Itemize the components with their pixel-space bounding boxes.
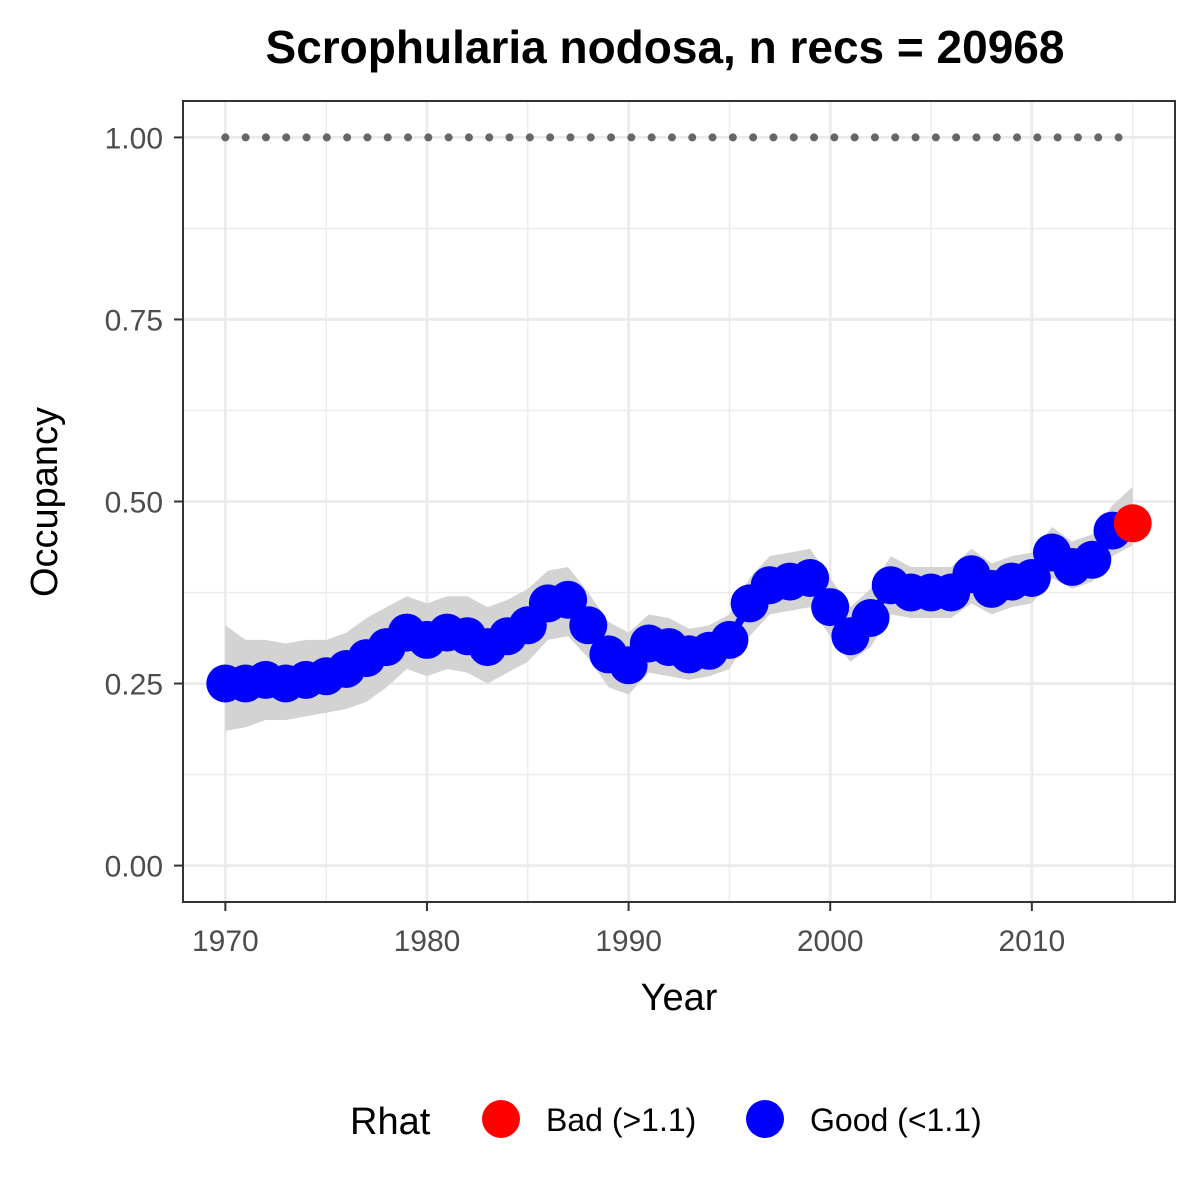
data-point-good-2010	[1012, 559, 1051, 597]
confidence-ribbon	[225, 486, 1133, 731]
legend-label-good: Good (<1.1)	[810, 1102, 982, 1138]
y-tick-label: 0.00	[105, 851, 163, 884]
axis-layer: 0.00 0.25 0.50 0.75 1.00 1970 1980 1990 2000 2010	[105, 122, 1066, 958]
x-tick-label: 1980	[394, 925, 461, 958]
data-point-good-1987	[549, 580, 588, 619]
occupancy-points-layer	[206, 504, 1152, 703]
y-tick-label: 0.50	[105, 487, 163, 520]
y-tick-label: 0.25	[105, 669, 163, 702]
data-point-good-1999	[791, 559, 830, 597]
legend-title: Rhat	[350, 1101, 431, 1143]
y-axis-title: Occupancy	[24, 407, 66, 597]
x-axis-title: Year	[641, 977, 718, 1019]
legend: Rhat Bad (>1.1) Good (<1.1)	[350, 1100, 982, 1143]
x-tick-label: 1990	[595, 925, 662, 958]
legend-swatch-bad	[482, 1100, 520, 1138]
data-point-good-2000	[811, 588, 850, 627]
grid-layer	[183, 101, 1175, 902]
chart-title: Scrophularia nodosa, n recs = 20968	[266, 21, 1065, 73]
x-tick-label: 1970	[192, 925, 259, 958]
legend-swatch-good	[746, 1100, 784, 1138]
data-point-good-2013	[1073, 540, 1112, 579]
y-tick-label: 1.00	[105, 122, 163, 155]
x-tick-label: 2000	[797, 925, 864, 958]
data-point-good-1995	[710, 620, 749, 659]
x-tick-label: 2010	[998, 925, 1065, 958]
y-tick-label: 0.75	[105, 304, 163, 337]
legend-label-bad: Bad (>1.1)	[546, 1102, 696, 1138]
confidence-ribbon-layer	[225, 486, 1133, 731]
data-point-good-1988	[569, 606, 608, 645]
data-point-good-2002	[851, 599, 890, 637]
data-point-bad-2015	[1113, 504, 1152, 543]
